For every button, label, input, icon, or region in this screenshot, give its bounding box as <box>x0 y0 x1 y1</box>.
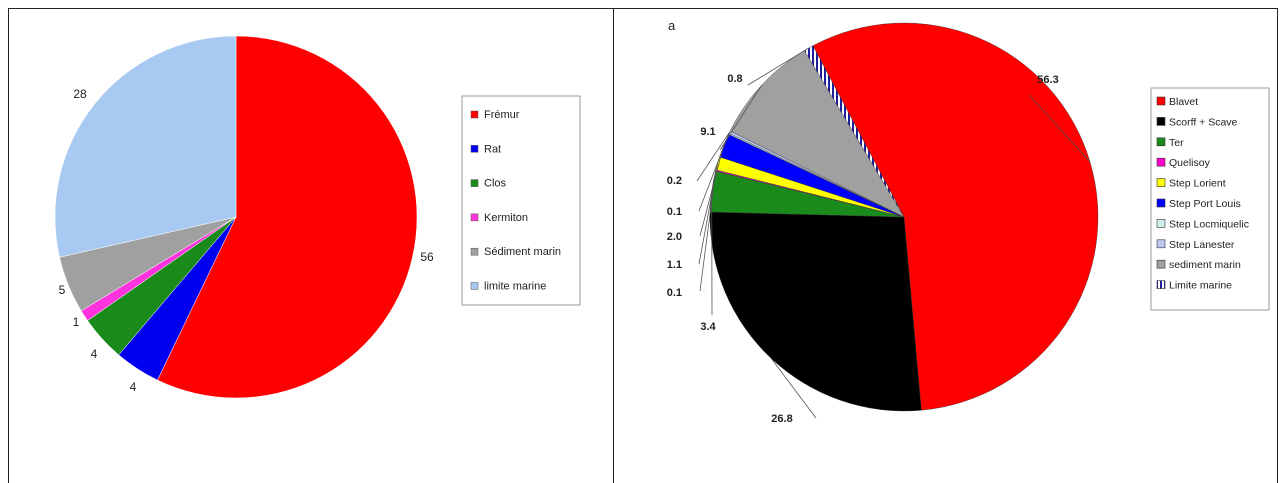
legend-swatch-limite-marine <box>470 282 479 290</box>
legend-swatch-sediment-marin <box>470 247 479 256</box>
legend-label: Frémur <box>484 109 520 121</box>
legend-label: Scorff + Scave <box>1169 116 1238 128</box>
legend-label: Step Lorient <box>1169 178 1226 190</box>
legend-swatch-clos <box>470 179 479 187</box>
legend-label: Clos <box>484 178 507 190</box>
legend-label: Kermiton <box>484 212 528 224</box>
legend-box <box>1150 87 1270 311</box>
slice-value-label: 0.2 <box>667 175 682 187</box>
leader-line <box>719 85 762 151</box>
pie-slice-scorff-scave <box>709 211 922 412</box>
legend: Frémur Rat Clos Kermiton Sédiment marin limit… <box>461 95 581 306</box>
slice-value-label: 2.0 <box>667 231 682 243</box>
legend-swatch-ter <box>1156 137 1166 147</box>
legend-swatch-step-lanester <box>1156 239 1166 249</box>
slice-value-label: 0.8 <box>727 73 742 85</box>
left-pie-chart: 56 4 4 1 5 28 Frémur Rat Clos Kermiton Sédiment ma… <box>54 35 581 399</box>
legend-label: sediment marin <box>1169 259 1241 271</box>
slice-value-label: 28 <box>73 87 87 101</box>
legend-swatch-blavet <box>1156 96 1166 106</box>
leader-line <box>696 131 730 182</box>
legend-swatch-rat <box>470 145 479 153</box>
leader-line <box>1028 94 1091 162</box>
slice-value-label: 4 <box>130 380 137 394</box>
leader-line <box>747 47 809 86</box>
legend-label: Step Port Louis <box>1169 198 1241 210</box>
leader-line <box>699 170 717 292</box>
legend-label: Blavet <box>1169 96 1198 108</box>
legend-swatch-sediment-marin <box>1156 259 1166 269</box>
legend-label: Rat <box>484 143 501 155</box>
legend-box <box>461 95 581 306</box>
legend-swatch-quelisoy <box>1156 157 1166 167</box>
legend-swatch-scorff-scave <box>1156 117 1166 126</box>
slice-value-label: 0.1 <box>667 206 682 218</box>
panel-divider <box>613 8 614 483</box>
legend-swatch-step-port-louis <box>1156 198 1166 208</box>
legend-label: Quelisoy <box>1169 157 1211 169</box>
legend-swatch-kermiton <box>470 213 479 222</box>
legend-swatch-fremur <box>470 110 479 119</box>
slice-value-label: 4 <box>91 347 98 361</box>
leader-line <box>698 133 730 212</box>
leader-line <box>699 145 725 237</box>
legend: Blavet Scorff + Scave Ter Quelisoy Step Lori… <box>1150 87 1270 311</box>
legend-swatch-step-lorient <box>1156 178 1166 187</box>
legend-swatch-step-locmiquelic <box>1156 219 1166 228</box>
legend-swatch-limite-marine <box>1156 280 1166 289</box>
slice-value-label: 56.3 <box>1037 74 1058 86</box>
pie-slice-fremur <box>157 35 418 399</box>
legend-label: Sédiment marin <box>484 246 561 258</box>
figure-frame <box>8 8 1278 483</box>
leader-line <box>770 358 817 419</box>
pie-slice-blavet <box>812 22 1099 411</box>
legend-label: limite marine <box>484 281 546 293</box>
pie-slice-limite-marine <box>54 35 237 258</box>
legend-label: Step Locmiquelic <box>1169 218 1249 230</box>
panel-title: a <box>668 18 676 33</box>
slice-value-label: 1.1 <box>667 259 682 271</box>
slice-value-label: 5 <box>59 283 66 297</box>
slice-value-label: 56 <box>420 250 434 264</box>
slice-value-label: 9.1 <box>700 126 715 138</box>
slice-value-label: 3.4 <box>700 321 716 333</box>
legend-label: Ter <box>1169 137 1184 149</box>
slice-value-label: 1 <box>73 315 80 329</box>
slice-value-label: 0.1 <box>667 287 682 299</box>
legend-label: Step Lanester <box>1169 239 1235 251</box>
slice-value-label: 26.8 <box>771 413 792 425</box>
legend-label: Limite marine <box>1169 280 1232 292</box>
